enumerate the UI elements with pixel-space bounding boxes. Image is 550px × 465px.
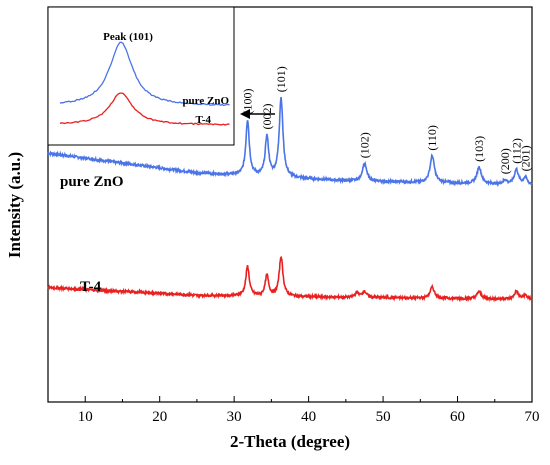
series-line-t4: [47, 255, 533, 303]
peak-label: (101): [274, 66, 288, 92]
peak-label: (103): [472, 136, 486, 162]
inset-line-pure-zno: [59, 41, 230, 107]
peak-label: (002): [260, 104, 274, 130]
inset-line-t4: [59, 92, 230, 126]
inset-legend-t4: T-4: [196, 114, 212, 126]
x-tick-label: 70: [525, 409, 540, 425]
x-tick-label: 10: [78, 409, 93, 425]
plot-area: 10 20 30 40 50 60 70 (100) (002)(101) (102) (110) (…: [47, 6, 540, 425]
peak-label: (201): [518, 145, 532, 171]
peak-label: (200): [498, 148, 512, 174]
inset-legend-pure-zno: pure ZnO: [182, 95, 229, 107]
y-axis-title: Intensity (a.u.): [5, 152, 24, 258]
x-tick-label: 30: [227, 409, 242, 425]
x-tick-label: 50: [376, 409, 391, 425]
plot-frame: [47, 6, 533, 403]
peak-label: (100): [241, 88, 255, 114]
x-tick-label: 20: [152, 409, 167, 425]
peak-label: (110): [425, 125, 439, 151]
peak-label: (102): [357, 132, 371, 158]
series-line-pure-zno: [47, 96, 533, 188]
x-axis-title: 2-Theta (degree): [230, 432, 350, 451]
series-label-pure-zno: pure ZnO: [60, 174, 124, 190]
x-tick-label: 40: [301, 409, 316, 425]
inset-arrow-head: [240, 109, 250, 119]
inset-panel: [47, 6, 235, 146]
inset-title: Peak (101): [103, 31, 153, 43]
series-label-t4: T-4: [80, 279, 102, 295]
x-tick-label: 60: [450, 409, 465, 425]
peak-label: (112): [509, 138, 523, 164]
